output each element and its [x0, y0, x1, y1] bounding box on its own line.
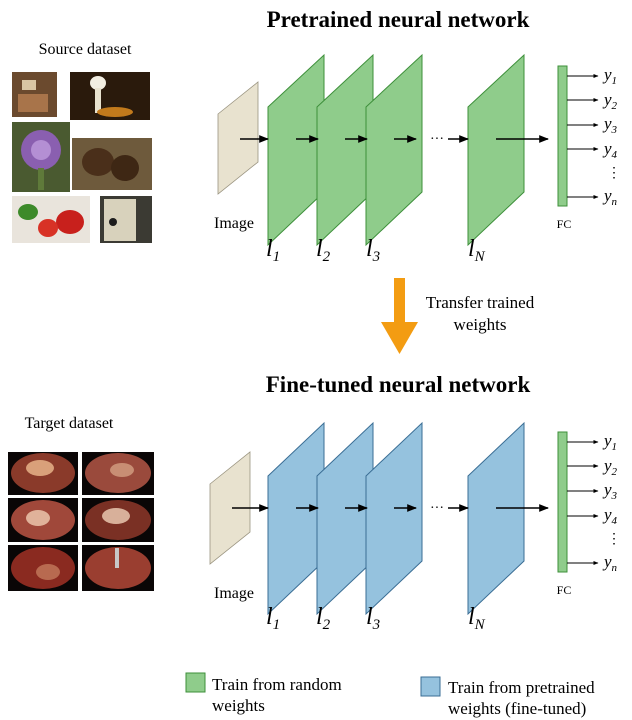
source-image-door: [100, 196, 152, 243]
input-image-label: Image: [214, 215, 254, 232]
legend-blue-line1: Train from pretrained: [448, 678, 595, 697]
source-image-flower: [12, 122, 70, 192]
transfer-label-line1: Transfer trained: [426, 293, 535, 312]
layer-label-2-ft: l2: [316, 604, 331, 633]
fc-layer-ft: [557, 431, 568, 573]
transfer-arrow-shaft: [394, 278, 405, 324]
input-image-label-ft: Image: [214, 585, 254, 602]
legend-green-line2: weights: [212, 696, 265, 715]
target-dataset-label: Target dataset: [25, 415, 114, 432]
transfer-weights-arrow: Transfer trained weights: [381, 278, 535, 354]
source-image-peppers: [12, 196, 90, 243]
output-label-1-ft: y1: [602, 431, 617, 453]
layer-label-2: l2: [316, 236, 331, 265]
output-label-3: y3: [602, 114, 618, 136]
finetuned-section: Fine-tuned neural network Target dataset: [8, 372, 621, 633]
layer-plane-3: [365, 53, 423, 247]
legend-green-line1: Train from random: [212, 675, 342, 694]
source-image-mushroom: [70, 72, 150, 120]
target-image-5: [8, 545, 78, 591]
layer-plane-2-ft: [316, 421, 374, 616]
layer-plane-1-ft: [267, 421, 325, 616]
target-image-1: [8, 452, 78, 495]
layer-plane-1: [267, 53, 325, 247]
target-image-3: [8, 498, 78, 542]
layer-label-1: l1: [266, 236, 280, 265]
layer-plane-2: [316, 53, 374, 247]
output-label-2: y2: [602, 90, 618, 112]
target-image-2: [82, 452, 154, 495]
layer-plane-n: [467, 53, 525, 247]
source-image-kitchen: [12, 72, 57, 117]
output-vdots: ⋮: [607, 166, 621, 181]
layer-ellipsis-ft: ···: [430, 501, 444, 516]
target-dataset-images: [8, 452, 154, 591]
output-label-4-ft: y4: [602, 505, 618, 527]
layer-plane-3-ft: [365, 421, 423, 616]
finetuned-title: Fine-tuned neural network: [266, 372, 531, 397]
fc-label: FC: [557, 217, 572, 231]
pretrained-section: Pretrained neural network Source dataset: [12, 7, 621, 265]
layer-label-n-ft: lN: [468, 604, 486, 633]
legend-blue-line2: weights (fine-tuned): [448, 699, 586, 718]
layer-label-1-ft: l1: [266, 604, 280, 633]
output-label-4: y4: [602, 139, 618, 161]
target-image-6: [82, 545, 154, 591]
source-dataset-label: Source dataset: [39, 41, 132, 58]
source-dataset-images: [12, 72, 152, 243]
layer-label-n: lN: [468, 236, 486, 265]
output-label-2-ft: y2: [602, 456, 618, 478]
output-label-n: yn: [602, 186, 618, 208]
layer-label-3: l3: [366, 236, 380, 265]
output-label-1: y1: [602, 65, 617, 87]
output-vdots-ft: ⋮: [607, 532, 621, 547]
pretrained-title: Pretrained neural network: [267, 7, 530, 32]
input-image-plane-ft: [209, 451, 251, 565]
layer-plane-n-ft: [467, 421, 525, 616]
legend: Train from random weights Train from pre…: [185, 672, 595, 718]
legend-swatch-green: [185, 672, 206, 693]
legend-swatch-blue: [420, 676, 441, 697]
target-image-4: [82, 498, 154, 542]
transfer-label-line2: weights: [454, 315, 507, 334]
layer-label-3-ft: l3: [366, 604, 380, 633]
output-label-n-ft: yn: [602, 552, 618, 574]
transfer-arrow-head: [381, 322, 418, 354]
input-image-plane: [217, 81, 259, 195]
source-image-bears: [72, 138, 152, 190]
layer-ellipsis: ···: [430, 132, 444, 147]
output-label-3-ft: y3: [602, 480, 618, 502]
fc-layer: [557, 65, 568, 207]
fc-label-ft: FC: [557, 583, 572, 597]
